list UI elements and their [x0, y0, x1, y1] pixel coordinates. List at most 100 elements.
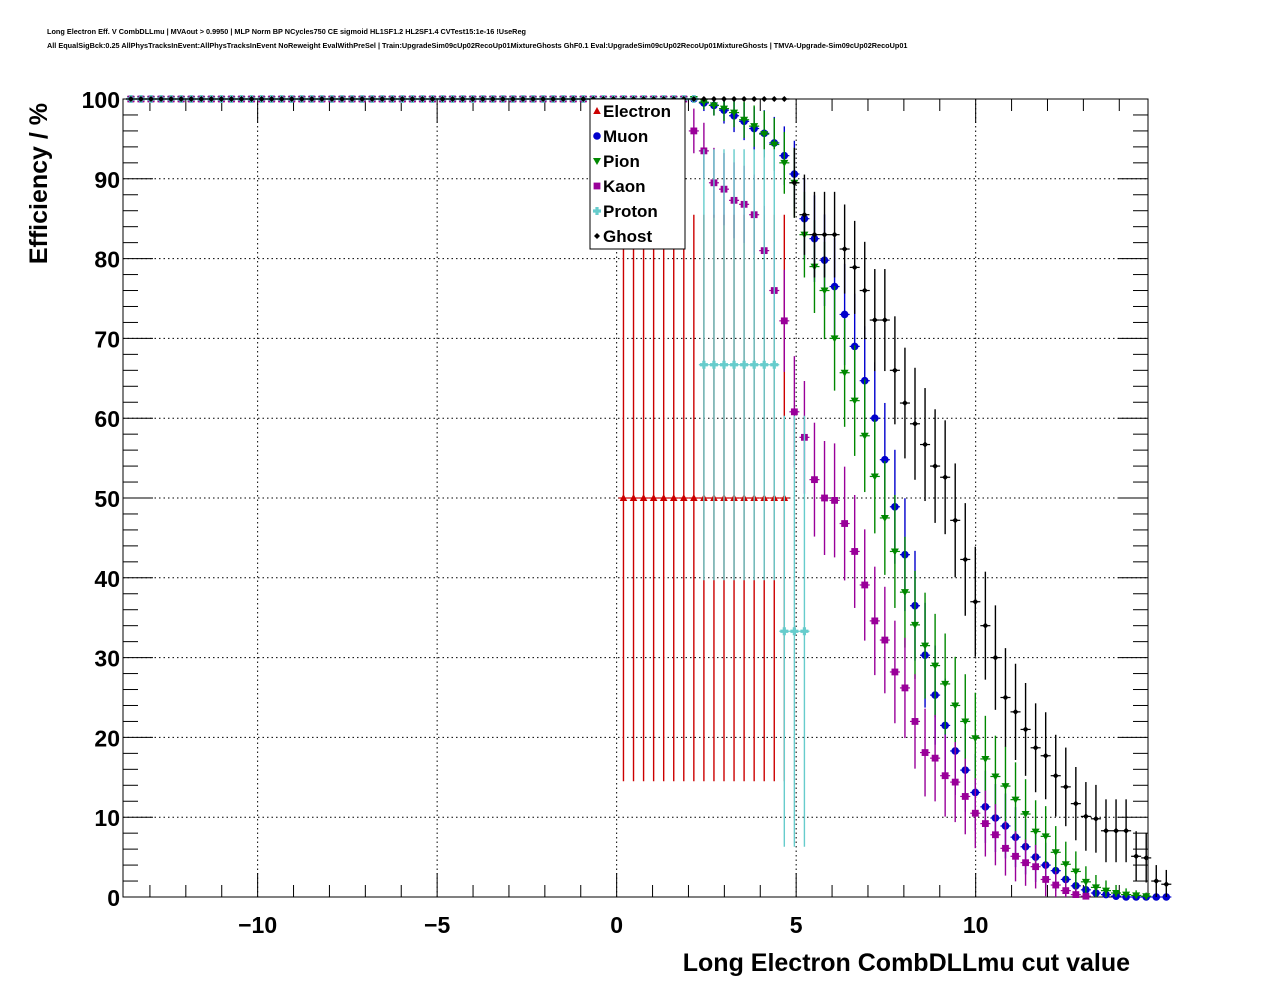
data-point: [891, 367, 898, 374]
data-point: [218, 96, 225, 102]
legend-label: Ghost: [603, 227, 652, 246]
proton-marker-icon: [593, 207, 602, 215]
x-tick-label: 0: [610, 912, 623, 938]
data-point: [1062, 887, 1070, 895]
data-point: [308, 96, 315, 102]
data-point: [540, 96, 547, 102]
data-point: [1052, 881, 1060, 889]
data-point: [1113, 827, 1120, 834]
axis-ticks: [123, 98, 1148, 898]
data-point: [851, 548, 859, 555]
data-point: [972, 598, 979, 605]
data-point: [509, 96, 516, 102]
data-point: [871, 617, 879, 625]
data-point: [861, 581, 869, 589]
data-point: [719, 360, 728, 369]
data-point: [379, 96, 386, 102]
data-point: [1061, 861, 1070, 869]
data-point: [328, 96, 335, 102]
data-point: [1002, 844, 1009, 852]
data-point: [690, 127, 698, 135]
legend-label: Proton: [603, 202, 658, 221]
data-point: [389, 96, 396, 102]
data-point: [238, 96, 245, 102]
data-point: [1011, 796, 1020, 804]
data-point: [710, 96, 717, 102]
data-point: [419, 96, 426, 102]
data-point: [1041, 833, 1050, 841]
data-point: [871, 317, 878, 324]
y-tick-label: 40: [94, 566, 120, 592]
kaon-marker-icon: [593, 182, 601, 190]
data-point: [891, 668, 899, 676]
data-point: [881, 636, 889, 644]
legend-label: Kaon: [603, 177, 646, 196]
data-point: [699, 99, 708, 107]
data-point: [439, 96, 446, 102]
data-point: [840, 369, 849, 377]
data-point: [278, 96, 285, 102]
data-point: [1072, 800, 1079, 807]
x-tick-label: −5: [424, 912, 450, 938]
title-line-2: All EqualSigBck:0.25 AllPhysTracksInEven…: [47, 41, 908, 50]
series-proton: [125, 95, 810, 847]
data-point: [158, 96, 165, 102]
legend-item-muon: Muon: [593, 127, 648, 146]
data-point: [469, 96, 476, 102]
data-point: [881, 455, 889, 464]
data-point: [751, 96, 758, 102]
data-point: [619, 494, 628, 501]
x-tick-label: 10: [963, 912, 989, 938]
data-point: [781, 96, 788, 102]
data-point: [931, 754, 939, 762]
data-point: [1101, 887, 1110, 895]
data-point: [580, 96, 587, 102]
data-point: [629, 494, 638, 501]
data-point: [1072, 891, 1080, 899]
data-point: [1042, 876, 1050, 883]
y-tick-label: 0: [107, 885, 120, 911]
data-point: [1123, 827, 1130, 834]
data-point: [992, 831, 999, 839]
data-point: [821, 494, 828, 502]
x-axis-title: Long Electron CombDLLmu cut value: [683, 949, 1130, 977]
pion-marker-icon: [593, 158, 601, 165]
data-point: [901, 684, 909, 692]
data-point: [479, 96, 486, 102]
data-point: [790, 627, 799, 636]
data-point: [760, 360, 769, 369]
data-point: [298, 96, 305, 102]
data-point: [720, 96, 727, 102]
data-point: [499, 96, 506, 102]
y-tick-label: 50: [94, 486, 120, 512]
data-point: [841, 246, 848, 253]
data-point: [1042, 752, 1049, 759]
data-point: [921, 642, 930, 650]
y-tick-label: 80: [94, 247, 120, 273]
data-point: [1143, 854, 1150, 861]
series-electron: [125, 95, 790, 782]
y-tick-label: 60: [94, 406, 120, 432]
data-point: [399, 96, 406, 102]
data-point: [961, 718, 970, 726]
data-point: [1122, 891, 1131, 899]
data-point: [690, 96, 697, 102]
data-point: [449, 96, 456, 102]
data-point: [248, 96, 255, 102]
title-line-1: Long Electron Eff. V CombDLLmu | MVAout …: [47, 27, 526, 36]
data-point: [971, 735, 980, 743]
ghost-marker-icon: [594, 233, 600, 239]
data-point: [1022, 859, 1029, 867]
legend-label: Pion: [603, 152, 640, 171]
data-point: [560, 96, 567, 102]
data-point: [741, 96, 748, 102]
data-point: [288, 96, 295, 102]
data-point: [188, 96, 195, 102]
data-point: [1022, 726, 1029, 733]
data-point: [1001, 783, 1010, 791]
data-point: [760, 131, 769, 139]
data-point: [750, 360, 759, 369]
data-point: [880, 514, 889, 522]
data-point: [459, 96, 466, 102]
